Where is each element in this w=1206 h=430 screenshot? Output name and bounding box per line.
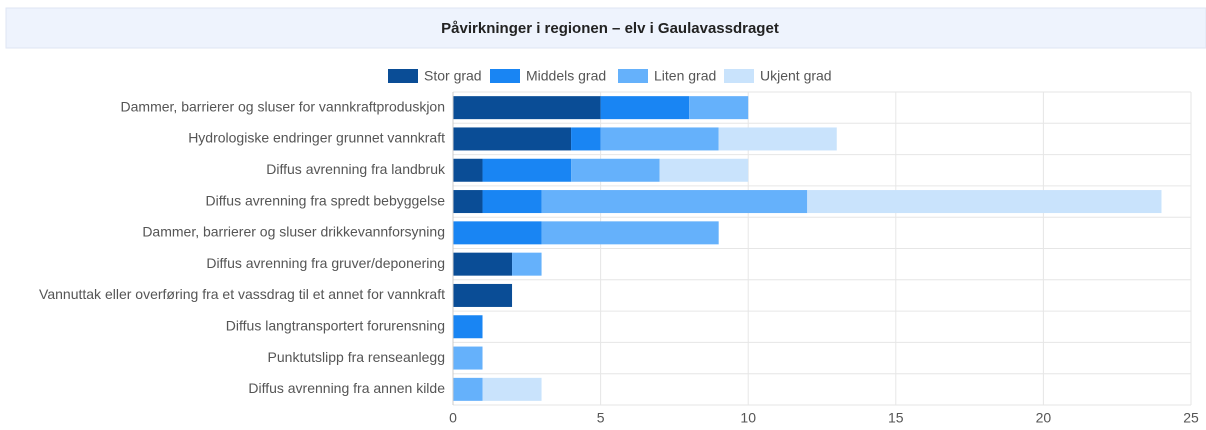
bar-segment bbox=[659, 158, 749, 182]
bar-segment bbox=[571, 127, 601, 151]
bar-segment bbox=[600, 96, 690, 120]
bar-segment bbox=[453, 315, 483, 339]
y-tick-label: Dammer, barrierer og sluser drikkevannfo… bbox=[142, 224, 445, 240]
bar-segment bbox=[482, 190, 542, 214]
x-tick-label: 20 bbox=[1036, 410, 1052, 425]
bar-segment bbox=[453, 377, 483, 401]
title-bar bbox=[5, 7, 1206, 49]
y-tick-label: Vannuttak eller overføring fra et vassdr… bbox=[39, 286, 445, 302]
legend-swatch bbox=[618, 69, 648, 83]
x-tick-label: 25 bbox=[1183, 410, 1199, 425]
y-tick-label: Punktutslipp fra renseanlegg bbox=[268, 349, 445, 365]
bar-segment bbox=[453, 346, 483, 370]
bar-segment bbox=[453, 158, 483, 182]
bar-segment bbox=[453, 96, 601, 120]
bar-segment bbox=[571, 158, 660, 182]
legend-label: Middels grad bbox=[526, 68, 606, 84]
legend-label: Liten grad bbox=[654, 68, 716, 84]
bar-segment bbox=[453, 127, 572, 151]
bar-segment bbox=[512, 252, 542, 276]
bar-segment bbox=[541, 221, 719, 245]
y-tick-label: Diffus avrenning fra gruver/deponering bbox=[206, 255, 445, 271]
bar-segment bbox=[453, 252, 513, 276]
legend-swatch bbox=[388, 69, 418, 83]
x-tick-label: 5 bbox=[597, 410, 605, 425]
bar-segment bbox=[482, 158, 572, 182]
legend-swatch bbox=[724, 69, 754, 83]
legend-swatch bbox=[490, 69, 520, 83]
y-tick-label: Dammer, barrierer og sluser for vannkraf… bbox=[121, 98, 445, 114]
x-tick-label: 0 bbox=[449, 410, 457, 425]
bar-segment bbox=[718, 127, 837, 151]
bar-segment bbox=[453, 283, 513, 307]
y-tick-label: Diffus avrenning fra spredt bebyggelse bbox=[206, 192, 446, 208]
x-tick-label: 10 bbox=[740, 410, 756, 425]
bar-segment bbox=[600, 127, 719, 151]
legend-label: Stor grad bbox=[424, 68, 482, 84]
bar-segment bbox=[541, 190, 808, 214]
bar-segment bbox=[453, 221, 542, 245]
chart-title: Påvirkninger i regionen – elv i Gaulavas… bbox=[441, 20, 779, 37]
y-tick-label: Diffus avrenning fra landbruk bbox=[266, 161, 446, 177]
x-tick-label: 15 bbox=[888, 410, 904, 425]
bar-segment bbox=[807, 190, 1162, 214]
bar-segment bbox=[482, 377, 542, 401]
y-tick-label: Diffus langtransportert forurensning bbox=[226, 317, 445, 333]
bar-segment bbox=[689, 96, 749, 120]
bar-segment bbox=[453, 190, 483, 214]
legend-label: Ukjent grad bbox=[760, 68, 832, 84]
y-tick-label: Diffus avrenning fra annen kilde bbox=[248, 380, 445, 396]
y-tick-label: Hydrologiske endringer grunnet vannkraft bbox=[188, 130, 445, 146]
